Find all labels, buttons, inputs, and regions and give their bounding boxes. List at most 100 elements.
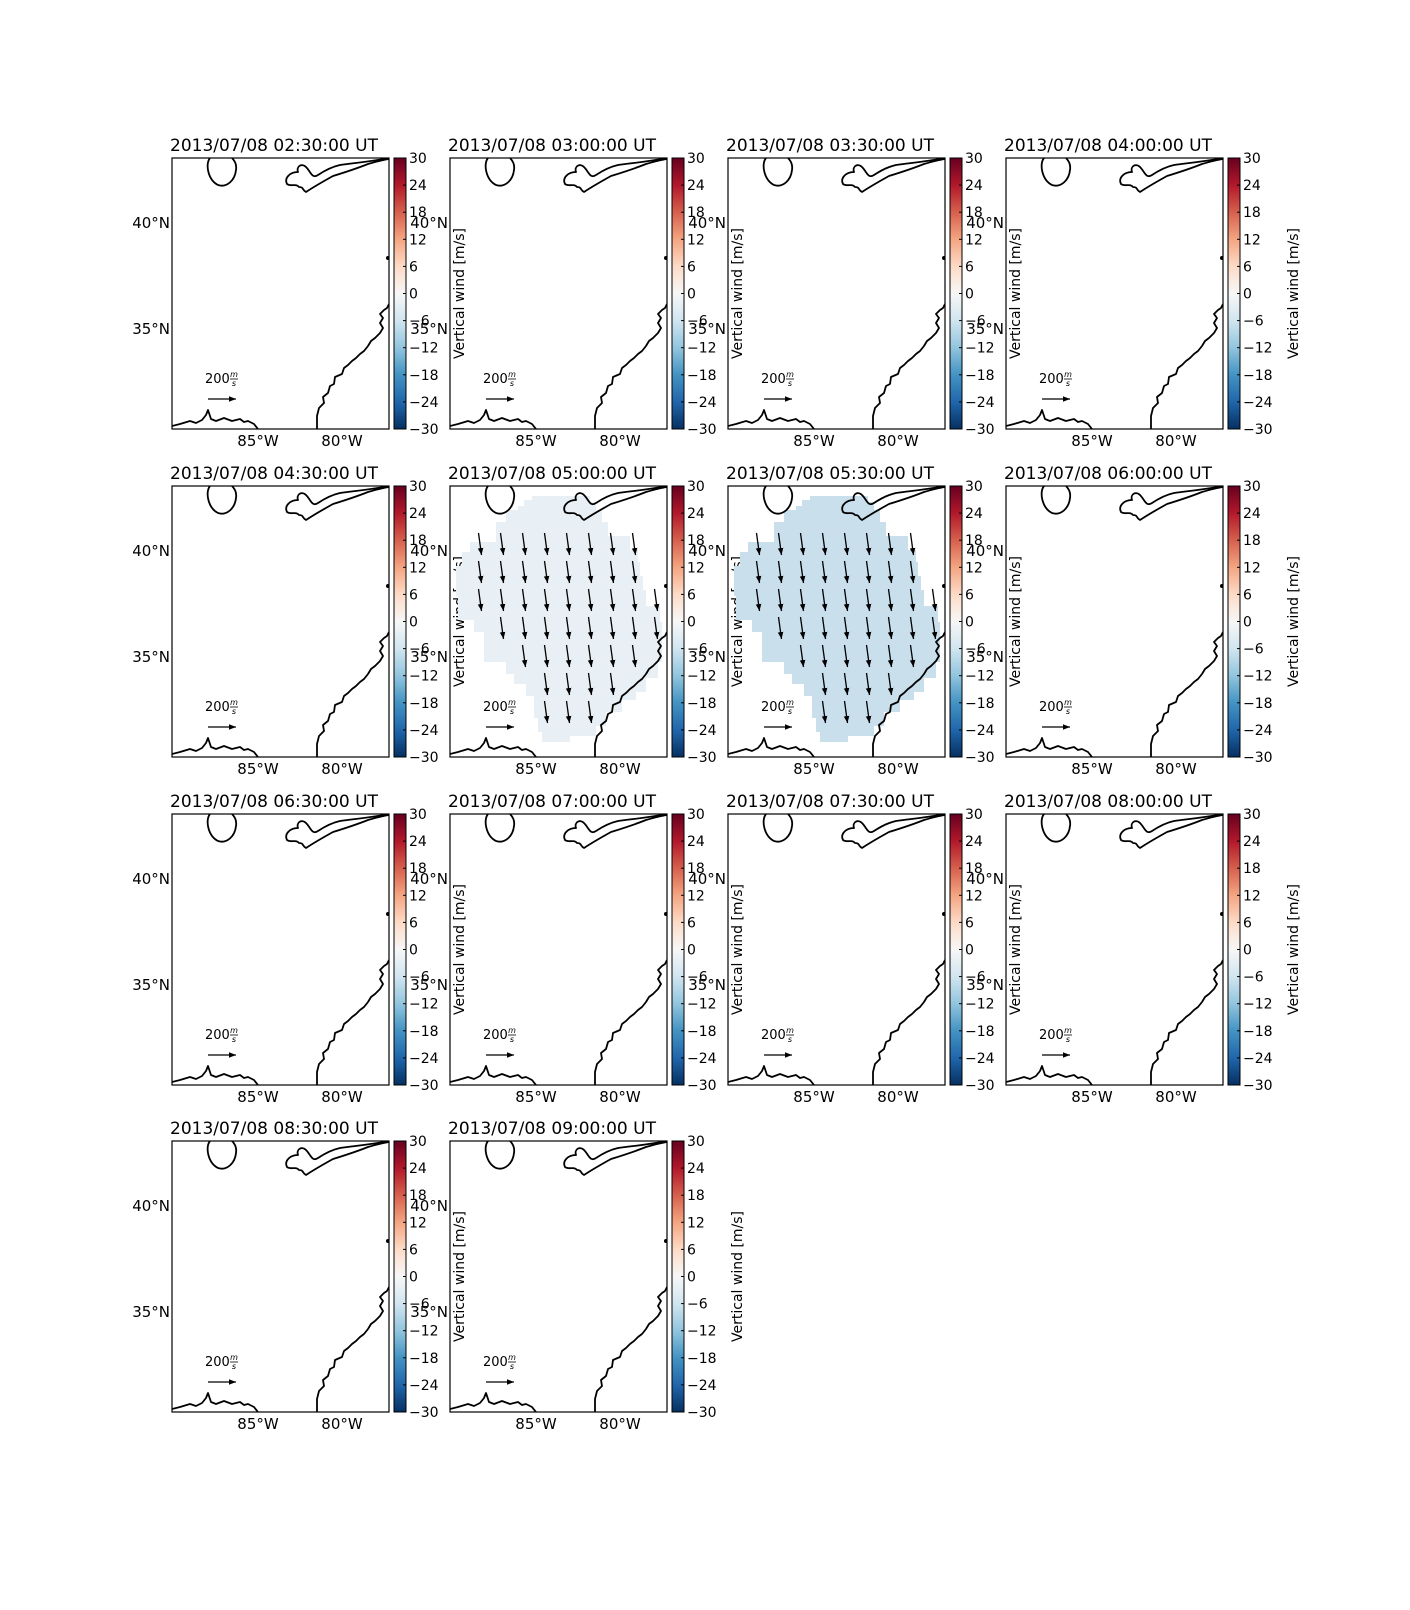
reference-vector-label: 200 [205, 1028, 230, 1043]
panel-title: 2013/07/08 09:00:00 UT [448, 1119, 657, 1139]
longitude-label: 85°W [237, 1415, 279, 1433]
colorbar-tick-label: 12 [1243, 560, 1261, 576]
colorbar-tick-label: 30 [965, 479, 983, 495]
latitude-label: 35°N [688, 976, 726, 994]
colorbar-tick-label: 0 [965, 287, 974, 303]
coastline [450, 1392, 537, 1412]
colorbar-tick-label: −18 [687, 368, 717, 384]
colorbar-tick-label: 6 [1243, 915, 1252, 931]
colorbar-tick-label: 18 [409, 533, 427, 549]
coastline [594, 303, 667, 429]
coastline [484, 158, 516, 187]
longitude-label: 85°W [1071, 1088, 1113, 1106]
wind-vector [565, 672, 572, 696]
map-area [728, 814, 945, 1085]
colorbar-tick-label: −12 [409, 341, 439, 357]
colorbar-tick-label: 0 [965, 943, 974, 959]
map-area [172, 814, 389, 1085]
coastline [1006, 1065, 1093, 1085]
coastline [386, 912, 389, 916]
coastline [594, 1286, 667, 1412]
coastline [762, 486, 794, 515]
wind-vector [587, 588, 594, 612]
wind-vector [631, 560, 638, 584]
colorbar-tick-label: 30 [687, 479, 705, 495]
longitude-label: 85°W [515, 1088, 557, 1106]
colorbar-tick-label: −24 [1243, 1051, 1273, 1067]
map-area [450, 814, 667, 1085]
wind-vector [821, 588, 828, 612]
colorbar-tick-label: 12 [1243, 888, 1261, 904]
reference-vector-label: 200 [483, 1028, 508, 1043]
colorbar-tick-label: −6 [687, 642, 708, 658]
wind-vector [499, 560, 506, 584]
colorbar-tick-label: −6 [687, 314, 708, 330]
map-area [1006, 814, 1223, 1085]
colorbar-tick-label: 6 [687, 259, 696, 275]
map-area [1006, 158, 1223, 429]
latitude-label: 40°N [132, 542, 170, 560]
colorbar-tick-label: 18 [1243, 205, 1261, 221]
colorbar-tick-label: −30 [409, 1405, 439, 1421]
wind-vector [587, 532, 594, 556]
colorbar-tick-label: −30 [1243, 750, 1273, 766]
coastline [206, 1141, 238, 1170]
colorbar-tick-label: 18 [965, 861, 983, 877]
map-area [450, 486, 667, 757]
colorbar-tick-label: 6 [409, 915, 418, 931]
wind-vector [909, 532, 916, 556]
wind-vector [799, 616, 806, 640]
coastline [942, 912, 945, 916]
reference-vector-unit: s [788, 379, 792, 388]
colorbar-label: Vertical wind [m/s] [1008, 556, 1024, 687]
colorbar-tick-label: −18 [1243, 368, 1273, 384]
reference-vector-unit: s [232, 707, 236, 716]
colorbar-tick-label: −24 [687, 1051, 717, 1067]
wind-vector [821, 616, 828, 640]
wind-vector [843, 560, 850, 584]
colorbar-label: Vertical wind [m/s] [730, 228, 746, 359]
wind-vector [543, 560, 550, 584]
colorbar-tick-label: 18 [687, 205, 705, 221]
colorbar-tick-label: −12 [1243, 997, 1273, 1013]
colorbar-tick-label: 24 [409, 834, 427, 850]
latitude-label: 40°N [410, 214, 448, 232]
coastline [1220, 912, 1223, 916]
wind-vector [543, 700, 550, 724]
colorbar-tick-label: −12 [965, 341, 995, 357]
coastline [172, 737, 259, 757]
colorbar-tick-label: −18 [409, 368, 439, 384]
panel-title: 2013/07/08 08:00:00 UT [1004, 792, 1213, 812]
colorbar-tick-label: 12 [965, 888, 983, 904]
colorbar-label: Vertical wind [m/s] [1286, 556, 1302, 687]
colorbar-tick-label: 0 [1243, 287, 1252, 303]
colorbar-tick-label: 0 [409, 615, 418, 631]
reference-vector-label: 200 [483, 372, 508, 387]
colorbar-tick-label: 24 [409, 178, 427, 194]
coastline [1150, 631, 1223, 757]
colorbar-tick-label: −12 [965, 669, 995, 685]
wind-vector [609, 616, 616, 640]
wind-vector [865, 616, 872, 640]
reference-vector-label: 200 [483, 700, 508, 715]
coastline [450, 1065, 537, 1085]
colorbar-tick-label: −18 [409, 696, 439, 712]
reference-vector-unit: s [788, 1035, 792, 1044]
wind-vector [843, 532, 850, 556]
map-frame [1005, 157, 1224, 430]
coastline [484, 486, 516, 515]
wind-vector [587, 700, 594, 724]
colorbar-tick-label: −6 [965, 642, 986, 658]
reference-vector-unit: m [230, 1353, 238, 1362]
panel-title: 2013/07/08 02:30:00 UT [170, 136, 379, 156]
latitude-label: 40°N [966, 870, 1004, 888]
panel-title: 2013/07/08 08:30:00 UT [170, 1119, 379, 1139]
coastline [664, 584, 667, 588]
reference-vector-label: 200 [761, 1028, 786, 1043]
colorbar-tick-label: −30 [965, 750, 995, 766]
wind-vector [931, 616, 938, 640]
colorbar-label: Vertical wind [m/s] [452, 228, 468, 359]
